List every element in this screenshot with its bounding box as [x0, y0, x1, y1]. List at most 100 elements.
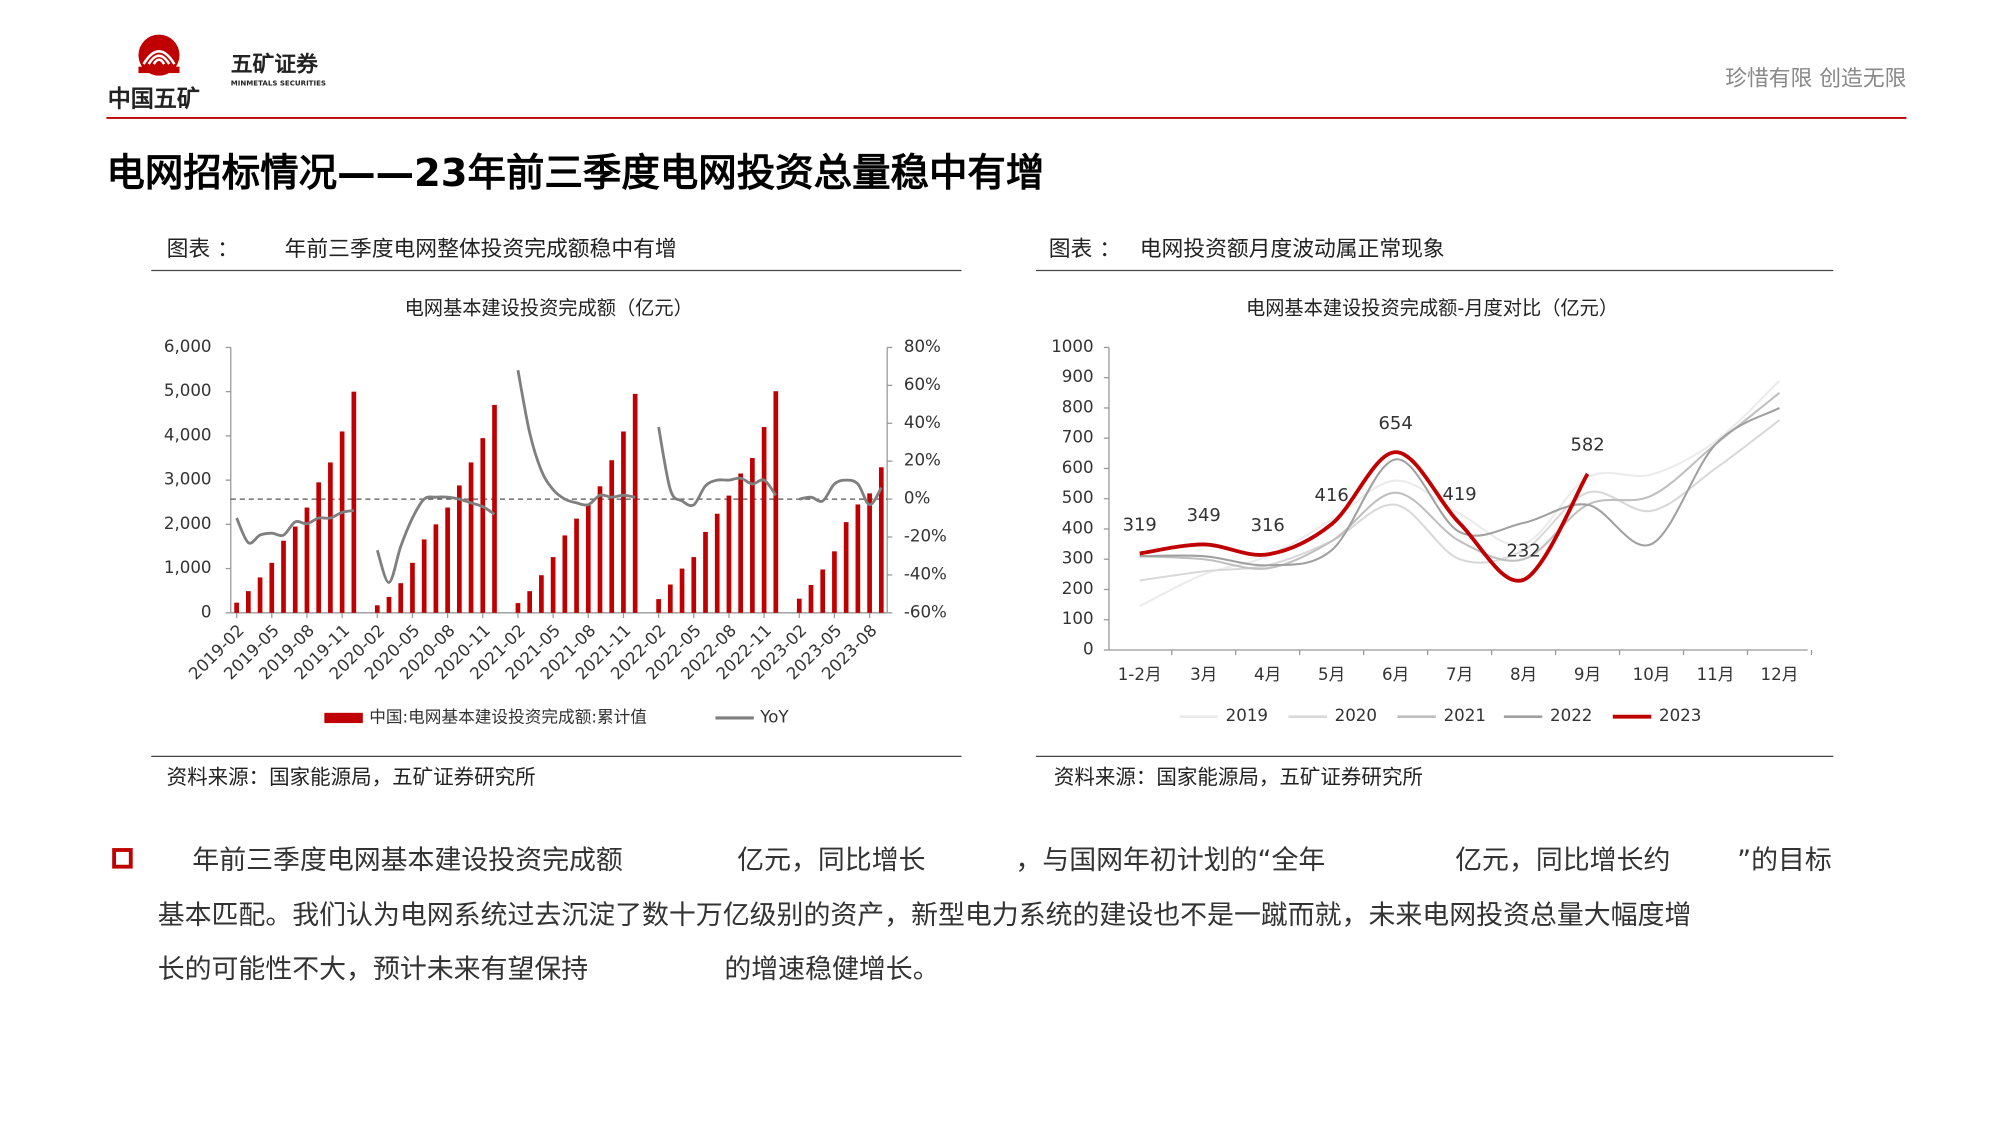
bar	[832, 551, 837, 613]
bar	[585, 504, 591, 613]
bar	[351, 391, 357, 613]
bar	[328, 462, 333, 613]
y-tick-label: 4,000	[164, 425, 212, 444]
slide-title: 电网招标情况——23年前三季度电网投资总量稳中有增	[106, 151, 1044, 196]
bar	[609, 460, 615, 613]
x-tick-label: 3月	[1190, 665, 1217, 684]
legend-label: YoY	[759, 707, 789, 726]
bar	[621, 431, 626, 613]
bar	[878, 467, 884, 613]
y-tick-label: 3,000	[164, 470, 212, 489]
bar	[773, 391, 779, 613]
x-tick-label: 7月	[1446, 665, 1473, 684]
x-tick-label: 10月	[1633, 665, 1671, 684]
series-line	[375, 495, 496, 584]
bar	[456, 485, 462, 613]
bar	[527, 591, 533, 613]
bar	[410, 562, 415, 613]
bar	[738, 473, 744, 613]
x-tick-label: 1-2月	[1118, 665, 1162, 684]
series-line	[1139, 379, 1781, 608]
bar	[550, 557, 556, 613]
y-tick-label: 0	[1083, 639, 1094, 658]
bar	[398, 583, 404, 613]
figure-label: 图表 ：	[1049, 237, 1121, 262]
bar	[656, 599, 661, 613]
bar	[281, 540, 286, 613]
series-line	[516, 369, 636, 507]
bar	[855, 504, 861, 613]
bar	[562, 535, 568, 613]
bar	[433, 524, 439, 613]
y-tick-label: 6,000	[164, 337, 212, 356]
bar	[468, 462, 474, 613]
figure-source: 资料来源：国家能源局，五矿证券研究所	[1054, 765, 1423, 789]
bar	[703, 531, 708, 613]
data-label: 416	[1315, 485, 1349, 506]
legend-label: 2020	[1335, 706, 1377, 725]
series-line	[1139, 392, 1781, 570]
data-label: 319	[1123, 514, 1157, 535]
bar	[304, 507, 310, 613]
series-line	[798, 478, 883, 507]
bar	[246, 591, 251, 613]
body-text: 年前三季度电网基本建设投资完成额	[192, 845, 623, 876]
bar	[632, 393, 638, 613]
x-tick-label: 4月	[1254, 665, 1281, 684]
x-tick-label: 8月	[1510, 665, 1537, 684]
bar	[339, 431, 345, 613]
data-label: 582	[1570, 435, 1604, 456]
x-tick-label: 6月	[1382, 665, 1409, 684]
bar	[374, 605, 380, 613]
y2-tick-label: 40%	[904, 413, 941, 432]
x-tick-label: 9月	[1574, 665, 1601, 684]
y-tick-label: 400	[1062, 518, 1094, 537]
y2-tick-label: -60%	[904, 602, 947, 621]
bar	[714, 513, 720, 613]
bar	[257, 577, 263, 613]
body-text: 亿元，同比增长约	[1455, 845, 1670, 876]
y-tick-label: 200	[1062, 579, 1094, 598]
bar	[867, 493, 872, 613]
y-tick-label: 800	[1062, 397, 1094, 416]
body-text: 亿元，同比增长	[737, 845, 925, 876]
series-line	[1139, 407, 1780, 567]
legend-label: 2021	[1444, 706, 1486, 725]
bar	[269, 562, 275, 613]
bar	[445, 507, 450, 613]
data-label: 232	[1506, 541, 1540, 562]
y-tick-label: 1,000	[164, 558, 212, 577]
y2-tick-label: 80%	[904, 337, 941, 356]
body-text: ”的目标	[1737, 845, 1832, 876]
bar	[761, 427, 767, 613]
data-label: 316	[1251, 515, 1285, 536]
series-line	[657, 426, 777, 508]
slogan: 珍惜有限 创造无限	[1725, 66, 1906, 91]
legend-label: 2022	[1550, 706, 1592, 725]
y-tick-label: 2,000	[164, 514, 212, 533]
y-tick-label: 600	[1062, 458, 1094, 477]
chart-title: 电网基本建设投资完成额（亿元）	[405, 296, 693, 319]
legend-label: 中国:电网基本建设投资完成额:累计值	[369, 707, 647, 726]
bar	[667, 584, 673, 613]
data-label: 349	[1187, 505, 1221, 526]
figure-label: 图表 ：	[167, 237, 239, 262]
series-line	[1139, 450, 1590, 583]
bar	[292, 526, 298, 613]
y-tick-label: 700	[1062, 428, 1094, 447]
y-tick-label: 0	[201, 602, 212, 621]
bar	[679, 568, 685, 613]
body-text: 基本匹配。我们认为电网系统过去沉淀了数十万亿级别的资产，新型电力系统的建设也不是…	[158, 900, 1692, 931]
legend-label: 2023	[1659, 706, 1701, 725]
figure-source: 资料来源：国家能源局，五矿证券研究所	[167, 765, 536, 789]
bar	[421, 539, 427, 613]
y2-tick-label: -20%	[904, 526, 947, 545]
bullet	[112, 848, 133, 869]
series-line	[235, 509, 355, 545]
body-text: 长的可能性不大，预计未来有望保持	[158, 954, 588, 985]
bar	[316, 482, 322, 613]
data-label: 654	[1379, 413, 1413, 434]
figure-caption: 年前三季度电网整体投资完成额稳中有增	[285, 237, 677, 262]
bar	[234, 602, 239, 613]
